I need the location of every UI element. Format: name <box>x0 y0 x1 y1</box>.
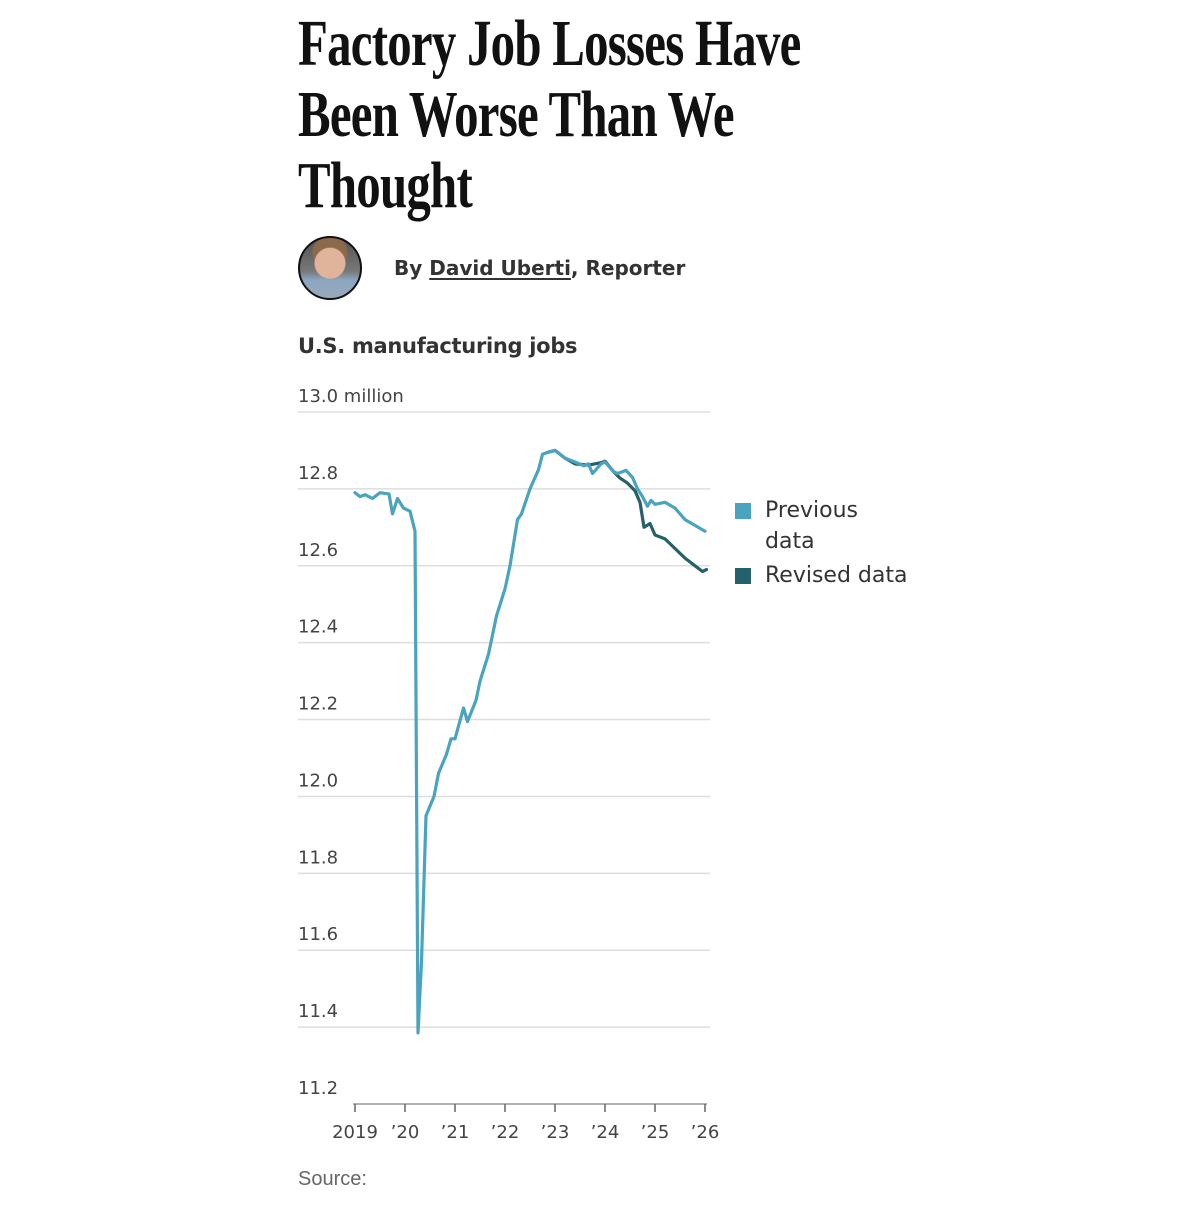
author-link[interactable]: David Uberti <box>429 256 571 280</box>
legend-label-previous: Previous data <box>765 498 858 554</box>
headline-line: Been Worse Than We <box>298 78 735 151</box>
y-tick-label: 12.2 <box>298 694 338 715</box>
byline-prefix: By <box>394 256 430 280</box>
headline-line: Factory Job Losses Have <box>298 7 801 80</box>
chart-title: U.S. manufacturing jobs <box>298 334 578 358</box>
y-tick-label: 12.0 <box>298 770 338 791</box>
series-line-revised <box>545 448 709 574</box>
y-tick-label: 12.8 <box>298 463 338 484</box>
headline-line: Thought <box>298 149 473 222</box>
y-tick-label: 12.6 <box>298 540 338 561</box>
legend-swatch-previous <box>735 503 751 519</box>
x-tick-label: ’23 <box>541 1122 570 1143</box>
x-tick-label: ’21 <box>441 1122 470 1143</box>
y-tick-label: 11.4 <box>298 1001 338 1022</box>
x-tick-label: 2019 <box>332 1122 378 1143</box>
author-avatar[interactable] <box>298 236 362 300</box>
y-tick-label: 11.6 <box>298 924 338 945</box>
byline: By David Uberti, Reporter <box>298 234 685 302</box>
byline-text: By David Uberti, Reporter <box>394 256 685 280</box>
y-tick-label: 13.0 million <box>298 386 404 407</box>
legend-item-previous: Previous data <box>735 495 907 557</box>
y-tick-label: 11.8 <box>298 847 338 868</box>
legend: Previous data Revised data <box>735 495 907 591</box>
x-tick-label: ’26 <box>691 1122 720 1143</box>
y-tick-label: 11.2 <box>298 1078 338 1099</box>
headline: Factory Job Losses Have Been Worse Than … <box>298 8 860 221</box>
x-tick-label: ’24 <box>591 1122 620 1143</box>
x-tick-label: ’22 <box>491 1122 520 1143</box>
legend-item-revised: Revised data <box>735 560 907 591</box>
legend-label-revised: Revised data <box>765 563 908 588</box>
series-line-previous <box>353 448 707 1035</box>
x-tick-label: ’20 <box>391 1122 420 1143</box>
legend-swatch-revised <box>735 568 751 584</box>
x-tick-label: ’25 <box>641 1122 670 1143</box>
y-tick-label: 12.4 <box>298 617 338 638</box>
source-label: Source: <box>298 1168 367 1190</box>
byline-role: , Reporter <box>570 256 686 280</box>
